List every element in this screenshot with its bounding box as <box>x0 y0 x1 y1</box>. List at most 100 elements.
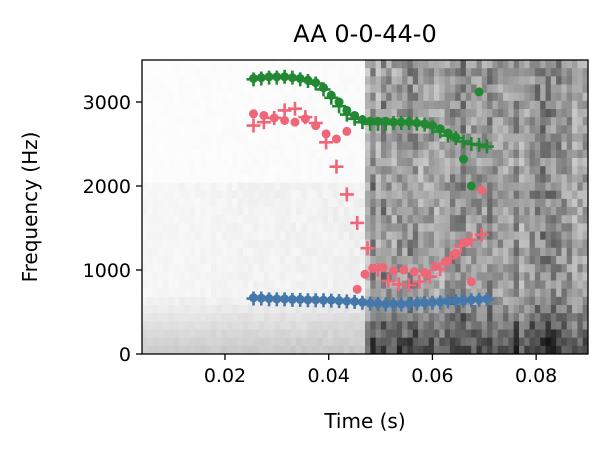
spectrogram-cell <box>306 337 313 347</box>
data-point-plus <box>479 139 494 154</box>
spectrogram-cell <box>211 313 217 322</box>
spectrogram-cell <box>173 288 180 298</box>
spectrogram-cell <box>439 84 446 94</box>
spectrogram-cell <box>487 231 494 241</box>
spectrogram-cell <box>189 166 196 175</box>
spectrogram-cell <box>226 337 233 347</box>
spectrogram-cell <box>540 133 547 143</box>
spectrogram-cell <box>322 256 329 265</box>
spectrogram-cell <box>428 174 435 184</box>
spectrogram-cell <box>465 288 472 298</box>
spectrogram-cell <box>301 337 308 347</box>
spectrogram-cell <box>540 76 547 86</box>
spectrogram-cell <box>226 149 233 159</box>
spectrogram-cell <box>540 215 547 224</box>
spectrogram-cell <box>561 68 568 77</box>
spectrogram-cell <box>216 149 223 159</box>
spectrogram-cell <box>168 182 175 192</box>
spectrogram-cell <box>142 305 148 314</box>
spectrogram-cell <box>545 215 552 224</box>
spectrogram-cell <box>518 223 525 233</box>
spectrogram-cell <box>274 125 281 135</box>
spectrogram-cell <box>524 125 531 135</box>
spectrogram-cell <box>274 321 281 331</box>
spectrogram-cell <box>561 313 568 322</box>
spectrogram-cell <box>545 231 552 241</box>
spectrogram-cell <box>306 149 313 159</box>
spectrogram-cell <box>513 272 520 282</box>
spectrogram-cell <box>577 223 584 233</box>
spectrogram-cell <box>258 60 265 69</box>
spectrogram-cell <box>508 207 515 216</box>
spectrogram-cell <box>237 100 244 110</box>
spectrogram-cell <box>258 321 265 331</box>
spectrogram-cell <box>338 305 345 314</box>
spectrogram-cell <box>152 215 159 224</box>
spectrogram-cell <box>295 198 302 208</box>
spectrogram-cell <box>492 68 499 77</box>
spectrogram-cell <box>211 231 217 241</box>
spectrogram-cell <box>391 149 398 159</box>
spectrogram-cell <box>147 207 154 216</box>
spectrogram-cell <box>322 264 329 273</box>
spectrogram-cell <box>460 60 467 69</box>
spectrogram-cell <box>216 60 223 69</box>
spectrogram-cell <box>428 321 435 331</box>
spectrogram-cell <box>513 305 520 314</box>
spectrogram-cell <box>396 272 403 282</box>
spectrogram-cell <box>534 198 541 208</box>
spectrogram-cell <box>508 149 515 159</box>
spectrogram-cell <box>370 247 377 257</box>
spectrogram-cell <box>449 117 456 126</box>
spectrogram-cell <box>349 345 355 354</box>
spectrogram-cell <box>237 247 244 257</box>
spectrogram-cell <box>545 166 552 175</box>
spectrogram-cell <box>380 92 387 102</box>
spectrogram-cell <box>258 125 265 135</box>
spectrogram-cell <box>370 329 377 339</box>
spectrogram-cell <box>237 92 244 102</box>
spectrogram-cell <box>274 166 281 175</box>
spectrogram-cell <box>481 264 488 273</box>
spectrogram-cell <box>147 264 154 273</box>
spectrogram-cell <box>168 313 175 322</box>
data-point-circle <box>373 116 383 126</box>
spectrogram-cell <box>460 117 467 126</box>
spectrogram-cell <box>274 207 281 216</box>
spectrogram-cell <box>518 288 525 298</box>
spectrogram-cell <box>343 215 350 224</box>
spectrogram-cell <box>152 207 159 216</box>
data-point-circle <box>435 124 445 134</box>
spectrogram-cell <box>253 272 260 282</box>
spectrogram-cell <box>269 141 276 151</box>
spectrogram-cell <box>487 182 494 192</box>
spectrogram-cell <box>423 305 430 314</box>
spectrogram-cell <box>566 117 573 126</box>
spectrogram-cell <box>513 141 520 151</box>
spectrogram-cell <box>147 92 154 102</box>
spectrogram-cell <box>561 280 568 290</box>
spectrogram-cell <box>216 84 223 94</box>
data-point-circle <box>443 296 453 306</box>
spectrogram-cell <box>333 223 340 233</box>
spectrogram-cell <box>173 280 180 290</box>
spectrogram-cell <box>492 109 499 118</box>
spectrogram-cell <box>545 141 552 151</box>
spectrogram-cell <box>327 288 334 298</box>
spectrogram-cell <box>465 198 472 208</box>
spectrogram-cell <box>529 321 536 331</box>
spectrogram-cell <box>460 256 467 265</box>
spectrogram-cell <box>492 76 499 86</box>
spectrogram-cell <box>471 288 478 298</box>
spectrogram-cell <box>582 239 588 249</box>
spectrogram-cell <box>460 84 467 94</box>
spectrogram-cell <box>157 100 164 110</box>
spectrogram-cell <box>418 84 425 94</box>
spectrogram-cell <box>407 313 414 322</box>
spectrogram-cell <box>322 60 329 69</box>
spectrogram-cell <box>354 182 361 192</box>
spectrogram-cell <box>455 313 462 322</box>
spectrogram-cell <box>338 280 345 290</box>
spectrogram-cell <box>402 239 409 249</box>
spectrogram-cell <box>418 223 425 233</box>
